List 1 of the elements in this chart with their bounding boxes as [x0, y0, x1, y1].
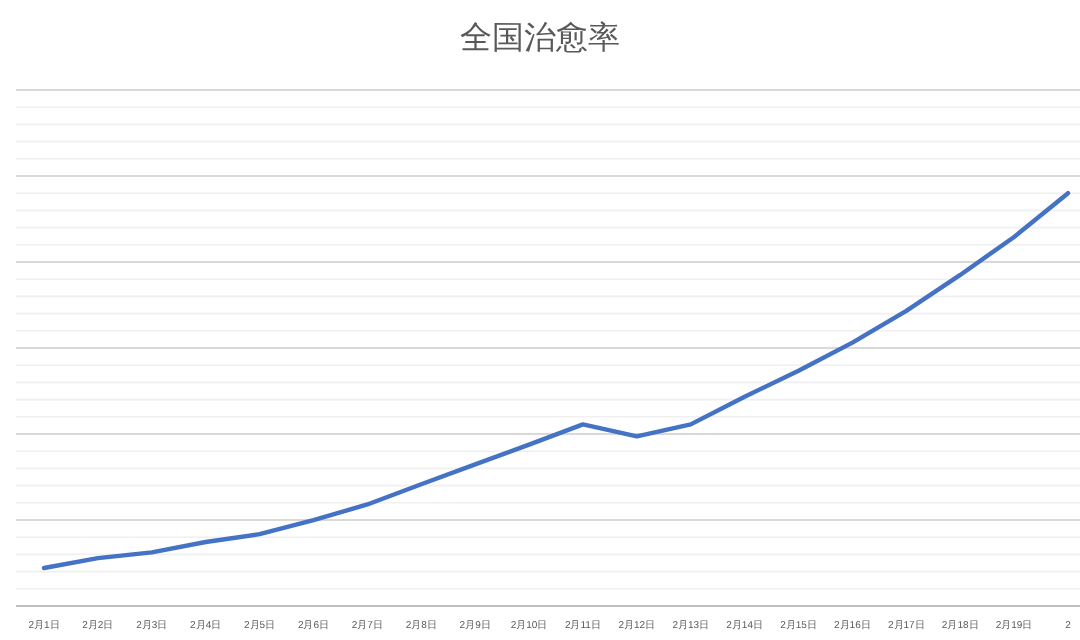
chart-title: 全国治愈率	[460, 20, 620, 56]
